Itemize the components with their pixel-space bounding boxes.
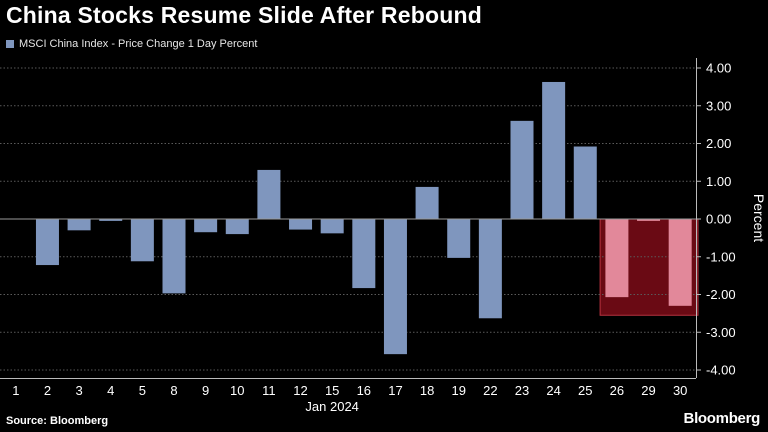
x-tick-label: 22 (483, 383, 497, 398)
bar-18 (415, 186, 439, 219)
y-tick-label: 4.00 (706, 61, 731, 76)
bar-19 (447, 219, 471, 258)
y-axis-title: Percent (751, 194, 767, 242)
y-tick-label: -3.00 (706, 325, 736, 340)
x-tick-label: 12 (293, 383, 307, 398)
bar-30 (668, 219, 692, 306)
y-tick-label: 1.00 (706, 174, 731, 189)
x-tick-label: 3 (75, 383, 82, 398)
x-tick-label: 11 (262, 383, 276, 398)
bar-12 (289, 219, 313, 230)
bar-24 (542, 81, 566, 219)
x-tick-label: 4 (107, 383, 114, 398)
x-tick-label: 26 (610, 383, 624, 398)
bar-5 (130, 219, 154, 262)
bar-2 (35, 219, 59, 266)
bar-10 (225, 219, 249, 235)
x-tick-label: 10 (230, 383, 244, 398)
x-tick-label: 25 (578, 383, 592, 398)
bar-23 (510, 120, 534, 219)
bar-17 (383, 219, 407, 355)
x-tick-label: 24 (546, 383, 560, 398)
chart-title: China Stocks Resume Slide After Rebound (6, 2, 482, 28)
bar-29 (637, 219, 661, 221)
bar-9 (194, 219, 218, 233)
bar-11 (257, 169, 281, 219)
bar-16 (352, 219, 376, 289)
y-tick-label: 3.00 (706, 98, 731, 113)
x-tick-label: 19 (451, 383, 465, 398)
y-tick-label: -1.00 (706, 249, 736, 264)
x-tick-label: 23 (515, 383, 529, 398)
y-tick-label: -2.00 (706, 287, 736, 302)
bloomberg-logo: Bloomberg (683, 410, 761, 427)
bar-25 (573, 146, 597, 219)
x-tick-label: 29 (641, 383, 655, 398)
bar-4 (99, 219, 123, 221)
x-tick-label: 1 (12, 383, 19, 398)
bar-15 (320, 219, 344, 234)
x-axis-title: Jan 2024 (305, 399, 359, 414)
x-tick-label: 2 (44, 383, 51, 398)
y-tick-label: 2.00 (706, 136, 731, 151)
bar-3 (67, 219, 91, 231)
source-label: Source: Bloomberg (6, 415, 109, 427)
y-tick-label: 0.00 (706, 212, 731, 227)
legend-label: MSCI China Index - Price Change 1 Day Pe… (19, 38, 258, 50)
x-tick-label: 17 (388, 383, 402, 398)
x-tick-label: 15 (325, 383, 339, 398)
x-tick-label: 16 (357, 383, 371, 398)
y-tick-label: -4.00 (706, 363, 736, 378)
x-tick-label: 8 (170, 383, 177, 398)
x-tick-label: 18 (420, 383, 434, 398)
legend: MSCI China Index - Price Change 1 Day Pe… (6, 38, 257, 50)
x-tick-label: 30 (673, 383, 687, 398)
bar-22 (478, 219, 502, 319)
x-tick-label: 5 (139, 383, 146, 398)
x-tick-label: 9 (202, 383, 209, 398)
bar-8 (162, 219, 186, 294)
legend-swatch (6, 40, 14, 48)
bar-26 (605, 219, 629, 298)
